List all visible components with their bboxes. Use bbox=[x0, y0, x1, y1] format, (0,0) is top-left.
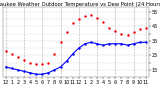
Title: Milwaukee Weather Outdoor Temperature vs Dew Point (24 Hours): Milwaukee Weather Outdoor Temperature vs… bbox=[0, 2, 160, 7]
